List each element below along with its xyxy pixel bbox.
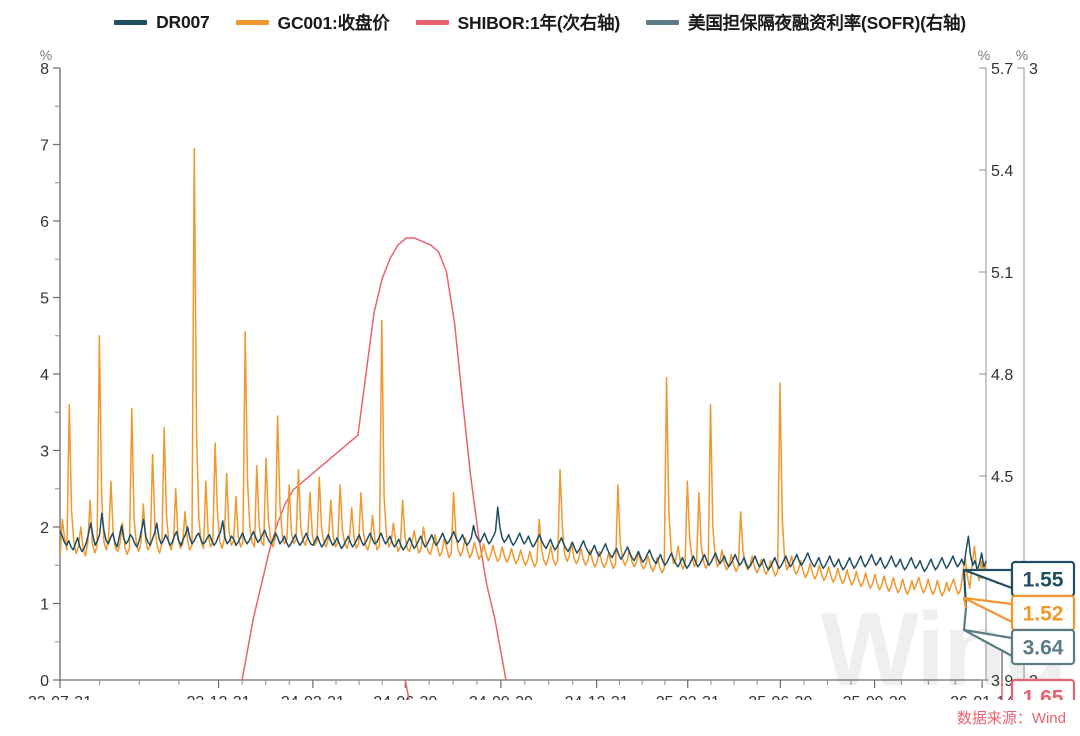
callout-value-shibor: 1.65 bbox=[1023, 687, 1064, 701]
right-secondary-axis-tick-label: 5.7 bbox=[991, 61, 1013, 78]
left-axis-tick-label: 7 bbox=[40, 138, 49, 155]
x-axis-tick-label: 26-01-14 bbox=[950, 694, 1014, 700]
right-secondary-axis-tick-label: 5.1 bbox=[991, 265, 1013, 282]
series-line-shibor bbox=[241, 237, 507, 680]
legend-swatch-gc001 bbox=[235, 19, 269, 25]
x-axis-tick-label: 24-03-31 bbox=[281, 694, 345, 700]
x-axis-tick-label: 24-12-31 bbox=[565, 694, 629, 700]
legend-label-sofr: 美国担保隔夜融资利率(SOFR)(右轴) bbox=[688, 12, 966, 33]
data-source-label: 数据来源：Wind bbox=[956, 710, 1066, 727]
x-axis-tick-label: 24-09-30 bbox=[469, 694, 533, 700]
right-secondary-axis-tick-label: 5.4 bbox=[991, 163, 1013, 180]
callout-leader-sofr bbox=[962, 607, 968, 631]
legend-swatch-sofr bbox=[646, 19, 680, 25]
callout-box-sofr[interactable] bbox=[1010, 628, 1076, 666]
series-line-gc001 bbox=[60, 147, 987, 597]
callout-box-shibor[interactable] bbox=[1010, 678, 1076, 700]
legend-label-gc001: GC001:收盘价 bbox=[277, 12, 390, 33]
left-axis-tick-label: 1 bbox=[40, 597, 49, 614]
left-axis-unit: % bbox=[40, 47, 52, 63]
x-axis-tick-label: 24-06-30 bbox=[373, 694, 437, 700]
left-axis-tick-label: 8 bbox=[40, 61, 49, 78]
callout-sofr: 3.64 bbox=[962, 607, 1076, 666]
callout-leader-gc001 bbox=[962, 597, 968, 609]
legend-item-shibor[interactable]: SHIBOR:1年(次右轴) bbox=[415, 10, 621, 35]
right-primary-axis-unit: % bbox=[1016, 47, 1028, 63]
line-chart-svg: 0 1 2 3 4 5 6 7 8% 23-07-31 23-12-31 24-03-31 24-06-… bbox=[28, 47, 1076, 701]
x-axis-tick-label: 25-03-31 bbox=[656, 694, 720, 700]
legend-label-shibor: SHIBOR:1年(次右轴) bbox=[457, 12, 621, 33]
left-axis-tick-label: 4 bbox=[40, 367, 49, 384]
legend-item-dr007[interactable]: DR007 bbox=[114, 11, 210, 33]
right-secondary-axis-tick-label: 4.8 bbox=[991, 367, 1013, 384]
callout-tail-sofr bbox=[962, 628, 1014, 658]
legend-item-sofr[interactable]: 美国担保隔夜融资利率(SOFR)(右轴) bbox=[646, 10, 966, 35]
callout-gc001: 1.52 bbox=[962, 594, 1076, 632]
legend-label-dr007: DR007 bbox=[156, 11, 210, 32]
left-axis-tick-label: 5 bbox=[40, 291, 49, 308]
callout-shibor: 1.65 bbox=[1001, 652, 1076, 701]
x-axis-tick-label: 23-07-31 bbox=[28, 694, 92, 700]
legend-item-gc001[interactable]: GC001:收盘价 bbox=[235, 10, 390, 35]
x-axis-tick-label: 25-09-30 bbox=[843, 694, 907, 700]
chart-plot-area: 0 1 2 3 4 5 6 7 8% 23-07-31 23-12-31 24-03-31 24-06-… bbox=[0, 40, 1080, 700]
series-line-shibor-offscreen bbox=[404, 679, 410, 700]
callout-value-sofr: 3.64 bbox=[1023, 637, 1064, 660]
callout-tail-gc001 bbox=[962, 596, 1014, 624]
legend-swatch-shibor bbox=[415, 19, 449, 25]
right-primary-axis-tick-label: 3 bbox=[1029, 61, 1038, 78]
left-axis-tick-label: 3 bbox=[40, 444, 49, 461]
x-axis-tick-label: 23-12-31 bbox=[187, 694, 251, 700]
right-secondary-axis-unit: % bbox=[978, 47, 990, 63]
chart-legend: DR007 GC001:收盘价 SHIBOR:1年(次右轴) 美国担保隔夜融资利率(S… bbox=[0, 8, 1080, 36]
callout-dr007: 1.55 bbox=[962, 560, 1076, 609]
x-axis-tick-label: 25-06-30 bbox=[748, 694, 812, 700]
callout-value-dr007: 1.55 bbox=[1023, 569, 1064, 592]
left-axis-tick-label: 6 bbox=[40, 214, 49, 231]
series-line-dr007 bbox=[60, 506, 987, 573]
right-secondary-axis-tick-label: 4.5 bbox=[991, 469, 1013, 486]
left-axis-tick-label: 0 bbox=[40, 673, 49, 690]
legend-swatch-dr007 bbox=[114, 19, 148, 25]
left-axis-tick-label: 2 bbox=[40, 520, 49, 537]
callout-value-gc001: 1.52 bbox=[1023, 603, 1064, 626]
